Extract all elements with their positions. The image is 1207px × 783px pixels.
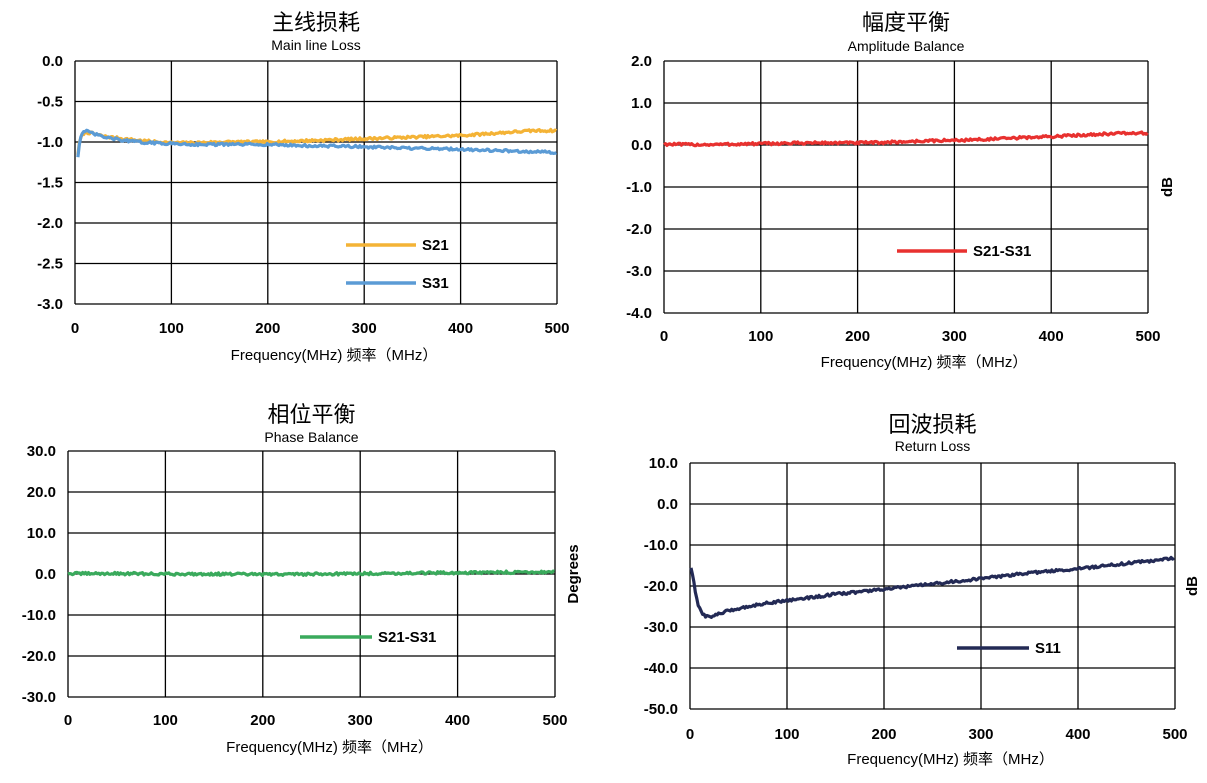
x-tick-label: 500	[544, 320, 569, 337]
chart-subtitle: Main line Loss	[271, 37, 361, 53]
y-tick-label: -4.0	[626, 305, 652, 322]
series-line-S31	[76, 128, 558, 158]
x-axis-label: Frequency(MHz) 频率（MHz）	[231, 347, 438, 364]
y-axis-label: dB	[1184, 576, 1201, 596]
y-tick-label: -50.0	[644, 701, 678, 718]
x-tick-label: 400	[445, 712, 470, 729]
y-tick-label: 20.0	[27, 484, 56, 501]
y-tick-label: -20.0	[22, 648, 56, 665]
x-tick-label: 200	[871, 726, 896, 743]
x-tick-label: 0	[71, 320, 79, 337]
x-tick-label: 500	[1135, 328, 1160, 345]
y-tick-label: 30.0	[27, 443, 56, 460]
y-tick-label: 0.0	[631, 137, 652, 154]
chart-subtitle: Return Loss	[895, 438, 970, 454]
y-tick-label: -2.0	[37, 215, 63, 232]
x-tick-label: 200	[250, 712, 275, 729]
y-axis-label: dB	[1159, 177, 1176, 197]
x-axis-label: Frequency(MHz) 频率（MHz）	[821, 354, 1028, 371]
x-tick-label: 400	[448, 320, 473, 337]
chart-title: 主线损耗	[272, 11, 360, 36]
y-tick-label: 1.0	[631, 95, 652, 112]
legend-label: S31	[422, 275, 449, 292]
legend-label: S21-S31	[973, 243, 1031, 260]
x-tick-label: 0	[64, 712, 72, 729]
x-tick-label: 500	[542, 712, 567, 729]
y-axis-label: Degrees	[565, 544, 582, 603]
legend-label: S21-S31	[378, 629, 436, 646]
y-tick-label: -1.0	[626, 179, 652, 196]
y-tick-label: 10.0	[27, 525, 56, 542]
chart-title: 相位平衡	[267, 403, 355, 428]
y-tick-label: -3.0	[626, 263, 652, 280]
y-tick-label: -40.0	[644, 660, 678, 677]
y-tick-label: -2.0	[626, 221, 652, 238]
series-line-S11	[689, 555, 1175, 620]
y-tick-label: 0.0	[35, 566, 56, 583]
y-tick-label: 10.0	[649, 455, 678, 472]
x-tick-label: 0	[660, 328, 668, 345]
x-tick-label: 300	[352, 320, 377, 337]
y-tick-label: -10.0	[644, 537, 678, 554]
x-tick-label: 300	[968, 726, 993, 743]
x-tick-label: 300	[348, 712, 373, 729]
y-tick-label: -20.0	[644, 578, 678, 595]
y-tick-label: -1.0	[37, 134, 63, 151]
series-line-S21-S31	[67, 569, 555, 578]
y-tick-label: -10.0	[22, 607, 56, 624]
x-tick-label: 400	[1039, 328, 1064, 345]
x-tick-label: 100	[774, 726, 799, 743]
chart-title: 回波损耗	[888, 413, 976, 438]
legend-label: S11	[1035, 640, 1061, 657]
x-tick-label: 200	[845, 328, 870, 345]
x-tick-label: 300	[942, 328, 967, 345]
x-tick-label: 500	[1162, 726, 1187, 743]
y-tick-label: 2.0	[631, 53, 652, 70]
y-tick-label: 0.0	[42, 53, 63, 70]
x-tick-label: 200	[255, 320, 280, 337]
x-tick-label: 100	[748, 328, 773, 345]
y-tick-label: -30.0	[22, 689, 56, 706]
y-tick-label: -0.5	[37, 94, 63, 111]
x-axis-label: Frequency(MHz) 频率（MHz）	[226, 739, 433, 756]
x-tick-label: 100	[159, 320, 184, 337]
y-tick-label: -2.5	[37, 256, 63, 273]
chart-subtitle: Phase Balance	[264, 429, 358, 445]
legend-label: S21	[422, 237, 449, 254]
x-tick-label: 0	[686, 726, 694, 743]
x-axis-label: Frequency(MHz) 频率（MHz）	[847, 751, 1054, 768]
series-line-S21-S31	[663, 130, 1149, 148]
chart-subtitle: Amplitude Balance	[848, 38, 965, 54]
y-tick-label: -1.5	[37, 175, 63, 192]
y-tick-label: -30.0	[644, 619, 678, 636]
chart-title: 幅度平衡	[862, 11, 950, 36]
chart-1: 幅度平衡 Amplitude Balance 0 100 200 300 400 500 2.0…	[626, 11, 1176, 371]
y-tick-label: -3.0	[37, 296, 63, 313]
y-tick-label: 0.0	[657, 496, 678, 513]
x-tick-label: 100	[153, 712, 178, 729]
x-tick-label: 400	[1065, 726, 1090, 743]
